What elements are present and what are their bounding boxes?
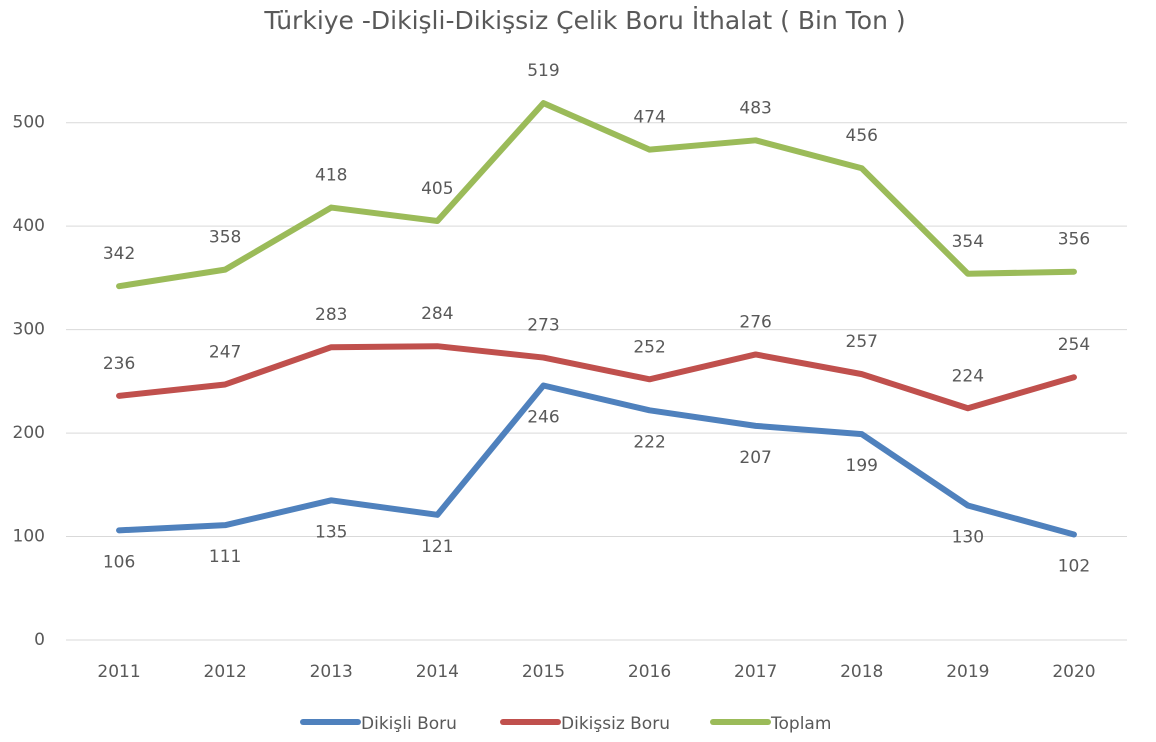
data-label: 102 — [1058, 556, 1090, 576]
data-label: 106 — [103, 552, 135, 572]
data-label: 257 — [846, 332, 878, 352]
chart-title: Türkiye -Dikişli-Dikişsiz Çelik Boru İth… — [263, 6, 905, 35]
data-label: 111 — [209, 547, 241, 567]
x-tick-label: 2018 — [840, 662, 883, 682]
x-tick-label: 2020 — [1052, 662, 1095, 682]
data-label: 236 — [103, 354, 135, 374]
series-line — [116, 100, 1077, 290]
y-tick-label: 100 — [13, 527, 45, 547]
data-label: 354 — [952, 232, 984, 252]
data-label: 130 — [952, 528, 984, 548]
data-label: 483 — [739, 98, 771, 118]
series-line — [116, 343, 1077, 412]
data-label: 358 — [209, 228, 241, 248]
y-tick-label: 0 — [34, 630, 45, 650]
x-tick-label: 2017 — [734, 662, 777, 682]
data-label: 246 — [527, 408, 559, 428]
data-label: 356 — [1058, 230, 1090, 250]
data-label: 283 — [315, 305, 347, 325]
y-tick-label: 200 — [13, 423, 45, 443]
x-tick-label: 2011 — [97, 662, 140, 682]
data-label: 247 — [209, 342, 241, 362]
x-tick-label: 2019 — [946, 662, 989, 682]
data-label: 199 — [846, 456, 878, 476]
data-label: 254 — [1058, 335, 1090, 355]
data-label: 252 — [633, 337, 665, 357]
data-label: 418 — [315, 166, 347, 186]
x-tick-label: 2015 — [522, 662, 565, 682]
data-label: 276 — [739, 312, 771, 332]
x-tick-label: 2013 — [310, 662, 353, 682]
data-label: 222 — [633, 432, 665, 452]
data-label: 342 — [103, 244, 135, 264]
data-label: 224 — [952, 366, 984, 386]
x-tick-label: 2014 — [416, 662, 459, 682]
data-label: 474 — [633, 108, 665, 128]
legend-label: Dikişli Boru — [361, 714, 457, 734]
data-label: 273 — [527, 316, 559, 336]
x-tick-label: 2016 — [628, 662, 671, 682]
legend-label: Toplam — [770, 714, 831, 734]
data-label: 456 — [846, 126, 878, 146]
y-tick-label: 300 — [13, 320, 45, 340]
x-tick-label: 2012 — [204, 662, 247, 682]
data-label: 405 — [421, 179, 453, 199]
y-tick-label: 400 — [13, 216, 45, 236]
legend-label: Dikişsiz Boru — [561, 714, 670, 734]
y-tick-label: 500 — [13, 113, 45, 133]
data-label: 135 — [315, 522, 347, 542]
data-label: 519 — [527, 61, 559, 81]
data-label: 121 — [421, 537, 453, 557]
data-label: 284 — [421, 304, 453, 324]
series-line — [116, 382, 1077, 538]
data-label: 207 — [739, 448, 771, 468]
